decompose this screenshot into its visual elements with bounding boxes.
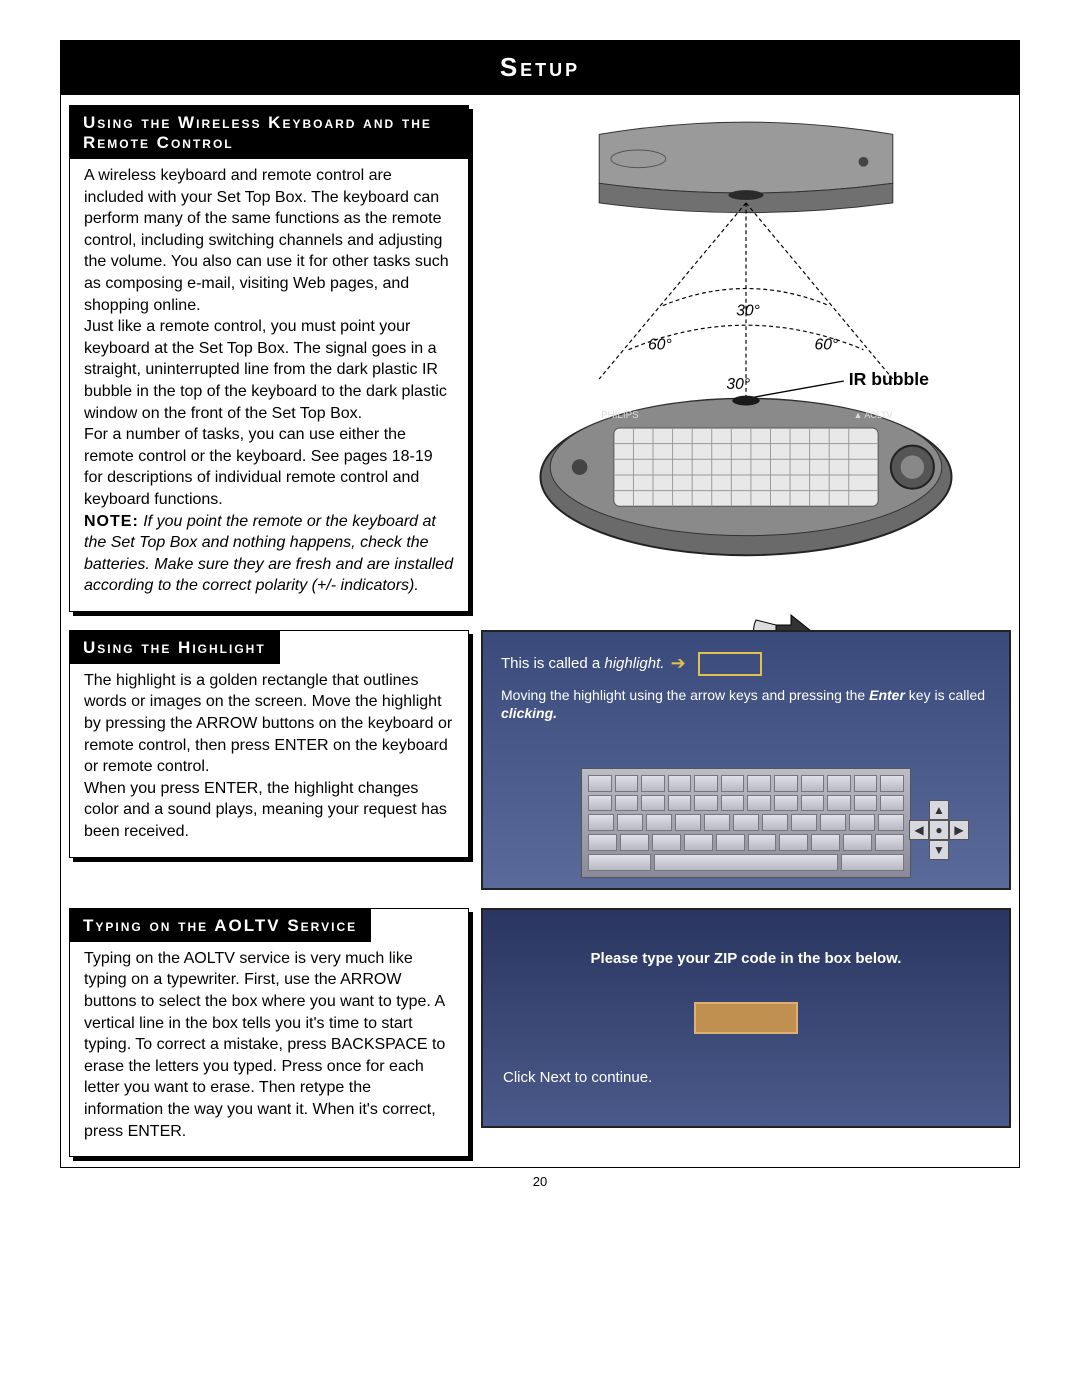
svg-text:▲ AOLTV: ▲ AOLTV	[854, 410, 893, 420]
note-label: NOTE:	[84, 513, 139, 530]
section2-heading: Using the Highlight	[69, 630, 280, 664]
ir-bubble-label: IR bubble	[849, 369, 929, 389]
section1-note: NOTE: If you point the remote or the key…	[84, 511, 454, 597]
section1-p1: A wireless keyboard and remote control a…	[84, 165, 454, 316]
tv-line1a: This is called a	[501, 655, 604, 672]
angle-60r-label: 60°	[815, 337, 839, 354]
section-highlight: Using the Highlight The highlight is a g…	[69, 630, 1011, 890]
page-number: 20	[60, 1174, 1020, 1189]
zip-line2: Click Next to continue.	[503, 1069, 989, 1086]
section1-p3: For a number of tasks, you can use eithe…	[84, 424, 454, 510]
section3-heading: Typing on the AOLTV Service	[69, 908, 371, 942]
note-body: If you point the remote or the keyboard …	[84, 513, 453, 595]
keyboard-ir-diagram: 30° 60° 60° 30° IR bubble	[481, 105, 1011, 565]
section1-p2: Just like a remote control, you must poi…	[84, 316, 454, 424]
mini-keyboard-icon	[581, 768, 911, 878]
zip-line1: Please type your ZIP code in the box bel…	[503, 950, 989, 967]
highlight-screenshot: This is called a highlight. ➔ Moving the…	[481, 630, 1011, 890]
wireless-keyboard-icon: PHILIPS ▲ AOLTV	[540, 396, 951, 556]
highlight-rectangle	[698, 652, 762, 676]
zip-screenshot: Please type your ZIP code in the box bel…	[481, 908, 1011, 1128]
content-area: Using the Wireless Keyboard and the Remo…	[60, 95, 1020, 1168]
set-top-box-icon	[599, 122, 893, 213]
angle-30-label: 30°	[736, 302, 760, 319]
section1-heading: Using the Wireless Keyboard and the Remo…	[69, 105, 468, 159]
tv-line2b: Enter	[869, 687, 905, 703]
zip-input-box	[694, 1002, 798, 1034]
section3-p1: Typing on the AOLTV service is very much…	[84, 948, 454, 1142]
tv-line1b: highlight.	[604, 655, 664, 672]
arrow-icon: ➔	[671, 653, 686, 674]
tv-line2d: clicking.	[501, 705, 557, 721]
section-typing: Typing on the AOLTV Service Typing on th…	[69, 908, 1011, 1157]
page-title: Setup	[60, 40, 1020, 95]
section2-p1: The highlight is a golden rectangle that…	[84, 670, 454, 778]
section-wireless-keyboard: Using the Wireless Keyboard and the Remo…	[69, 105, 1011, 612]
svg-text:PHILIPS: PHILIPS	[601, 410, 639, 421]
svg-text:30°: 30°	[726, 376, 750, 393]
tv-line2a: Moving the highlight using the arrow key…	[501, 687, 869, 703]
angle-60l-label: 60°	[648, 337, 672, 354]
arrow-pad-icon: ▲ ◀●▶ ▼	[909, 800, 969, 860]
tv-line2c: key is called	[909, 687, 985, 703]
section2-p2: When you press ENTER, the highlight chan…	[84, 778, 454, 843]
